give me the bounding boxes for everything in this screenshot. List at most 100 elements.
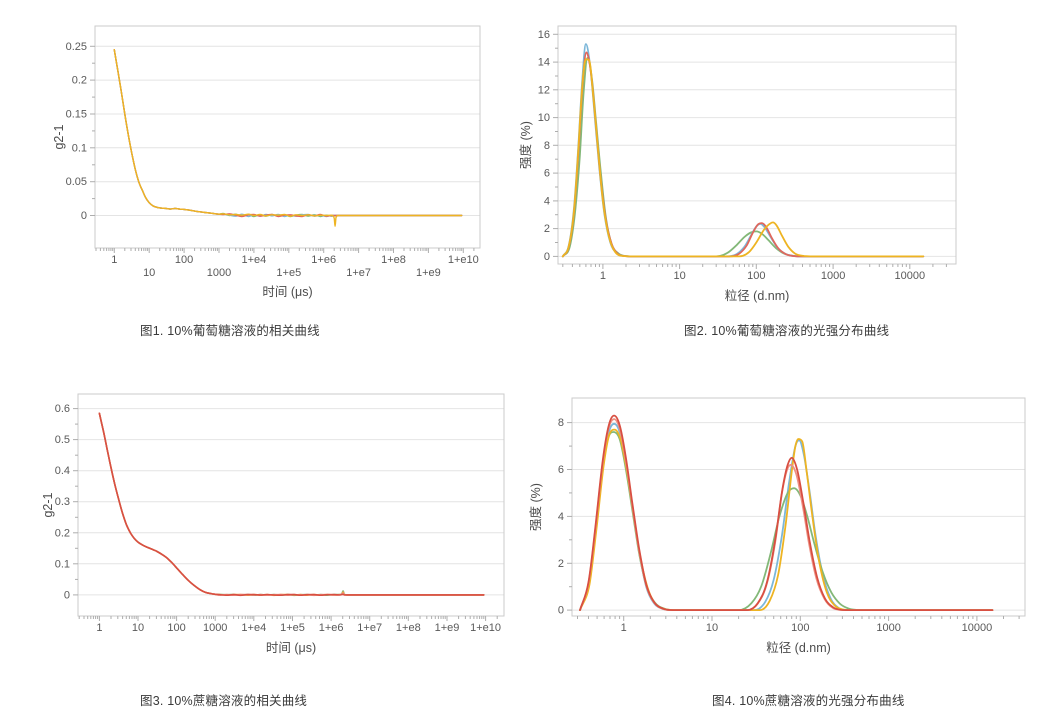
x-tick-label: 10 xyxy=(143,267,155,279)
y-tick-label: 0.6 xyxy=(55,403,70,415)
series-line-run-green xyxy=(579,431,994,611)
figure1-caption: 图1. 10%葡萄糖溶液的相关曲线 xyxy=(140,324,320,338)
y-tick-label: 6 xyxy=(558,464,564,476)
y-tick-label: 8 xyxy=(558,417,564,429)
y-tick-label: 0 xyxy=(544,251,550,263)
y-tick-label: 10 xyxy=(538,112,550,124)
x-tick-label: 100 xyxy=(747,270,765,282)
glucose-intensity-chart: 0 2 4 6 8 10 12 14 16 1 10 100 1000 10000 粒径 (d.nm) 强度 … xyxy=(518,8,988,329)
x-tick-label: 100 xyxy=(791,622,809,634)
series-line-run-blue xyxy=(113,49,463,218)
x-tick-label: 1000 xyxy=(876,622,900,634)
x-axis-title: 粒径 (d.nm) xyxy=(766,640,831,655)
y-tick-label: 0 xyxy=(64,589,70,601)
plot-border xyxy=(77,393,505,617)
x-tick-label: 10 xyxy=(132,622,144,634)
x-tick-label: 1+e8 xyxy=(381,254,406,266)
y-tick-label: 12 xyxy=(538,84,550,96)
x-tick-label: 1+e9 xyxy=(416,267,441,279)
x-tick-label: 1 xyxy=(600,270,606,282)
y-tick-label: 0.2 xyxy=(72,75,87,87)
series-line-run-green xyxy=(98,412,485,597)
y-tick-label: 0.15 xyxy=(66,109,87,121)
x-tick-label: 1+e4 xyxy=(242,254,267,266)
series-line-run-yellow xyxy=(579,428,994,611)
y-tick-label: 0.2 xyxy=(55,527,70,539)
x-tick-label: 1+e10 xyxy=(470,622,501,634)
series-line-run-red xyxy=(113,49,463,218)
x-tick-label: 1+e9 xyxy=(435,622,460,634)
y-axis-title: 强度 (%) xyxy=(518,121,533,169)
y-tick-label: 4 xyxy=(558,511,564,523)
x-tick-label: 1+e4 xyxy=(241,622,266,634)
y-tick-label: 0 xyxy=(558,605,564,617)
sucrose-intensity-distribution-plot: 0 2 4 6 8 1 10 100 1000 10000 粒径 (d.nm) 强度 (%) xyxy=(528,397,1026,655)
y-tick-label: 0.1 xyxy=(55,558,70,570)
x-tick-label: 1+e6 xyxy=(319,622,344,634)
y-tick-label: 0.05 xyxy=(66,176,87,188)
series-line-run-blue xyxy=(561,43,925,258)
y-tick-label: 0.25 xyxy=(66,41,87,53)
series-line-run-orange xyxy=(98,412,485,597)
x-tick-label: 100 xyxy=(175,254,193,266)
x-tick-label: 10 xyxy=(706,622,718,634)
series-line-run-green xyxy=(561,57,925,258)
y-tick-label: 8 xyxy=(544,140,550,152)
glucose-correlation-plot: 0 0.05 0.1 0.15 0.2 0.25 1 10 100 1000 1+e4 1+e5 1+e… xyxy=(52,25,481,299)
y-tick-label: 2 xyxy=(558,558,564,570)
y-axis-title: g2-1 xyxy=(52,124,66,149)
x-tick-label: 1+e6 xyxy=(311,254,336,266)
sucrose-intensity-chart: 0 2 4 6 8 1 10 100 1000 10000 粒径 (d.nm) 强度 (%) xyxy=(528,372,1034,695)
y-tick-label: 6 xyxy=(544,168,550,180)
series-line-run-yellow xyxy=(561,58,925,258)
y-tick-label: 2 xyxy=(544,223,550,235)
x-tick-label: 1+e5 xyxy=(276,267,301,279)
figure2-caption: 图2. 10%葡萄糖溶液的光强分布曲线 xyxy=(684,324,890,338)
x-tick-label: 1 xyxy=(621,622,627,634)
x-tick-label: 1+e10 xyxy=(448,254,479,266)
series-line-run-red xyxy=(561,51,925,258)
x-axis-title: 粒径 (d.nm) xyxy=(725,288,790,303)
x-tick-label: 1000 xyxy=(207,267,231,279)
y-tick-label: 0.4 xyxy=(55,465,70,477)
x-tick-label: 1000 xyxy=(821,270,845,282)
y-tick-label: 0.1 xyxy=(72,142,87,154)
y-tick-label: 0 xyxy=(81,210,87,222)
x-tick-label: 1 xyxy=(96,622,102,634)
x-tick-label: 1+e7 xyxy=(357,622,382,634)
y-axis-title: 强度 (%) xyxy=(528,483,543,531)
x-tick-label: 1+e8 xyxy=(396,622,421,634)
y-tick-label: 0.3 xyxy=(55,496,70,508)
y-tick-label: 14 xyxy=(538,57,550,69)
series-line-run-red xyxy=(579,414,994,611)
x-tick-label: 1+e7 xyxy=(346,267,371,279)
series-group xyxy=(113,49,463,227)
series-line-run-yellow xyxy=(113,49,463,227)
x-tick-label: 1+e5 xyxy=(280,622,305,634)
x-axis-title: 时间 (μs) xyxy=(266,641,316,655)
x-tick-label: 100 xyxy=(167,622,185,634)
glucose-intensity-distribution-plot: 0 2 4 6 8 10 12 14 16 1 10 100 1000 10000 粒径 (d.nm) 强度 … xyxy=(518,25,957,303)
x-axis-title: 时间 (μs) xyxy=(262,285,312,299)
x-tick-label: 1000 xyxy=(203,622,227,634)
glucose-correlation-chart: 0 0.05 0.1 0.15 0.2 0.25 1 10 100 1000 1+e4 1+e5 1+e… xyxy=(48,8,510,329)
series-group xyxy=(579,414,994,611)
x-tick-label: 10000 xyxy=(895,270,926,282)
x-tick-label: 10000 xyxy=(962,622,993,634)
series-line-run-green xyxy=(113,49,463,218)
figure4-caption: 图4. 10%蔗糖溶液的光强分布曲线 xyxy=(712,694,905,708)
figure3-caption: 图3. 10%蔗糖溶液的相关曲线 xyxy=(140,694,308,708)
series-line-run-red xyxy=(98,412,485,597)
y-tick-label: 4 xyxy=(544,195,550,207)
y-tick-label: 16 xyxy=(538,29,550,41)
x-tick-label: 10 xyxy=(673,270,685,282)
x-tick-label: 1 xyxy=(111,254,117,266)
series-group xyxy=(561,43,925,258)
plot-border xyxy=(571,397,1026,617)
series-line-run-salmon xyxy=(98,412,485,597)
y-axis-title: g2-1 xyxy=(41,492,55,517)
series-group xyxy=(98,412,485,597)
y-tick-label: 0.5 xyxy=(55,434,70,446)
sucrose-correlation-plot: 0 0.1 0.2 0.3 0.4 0.5 0.6 1 10 100 1000 1+e4 1+e5 1+e… xyxy=(41,393,505,655)
